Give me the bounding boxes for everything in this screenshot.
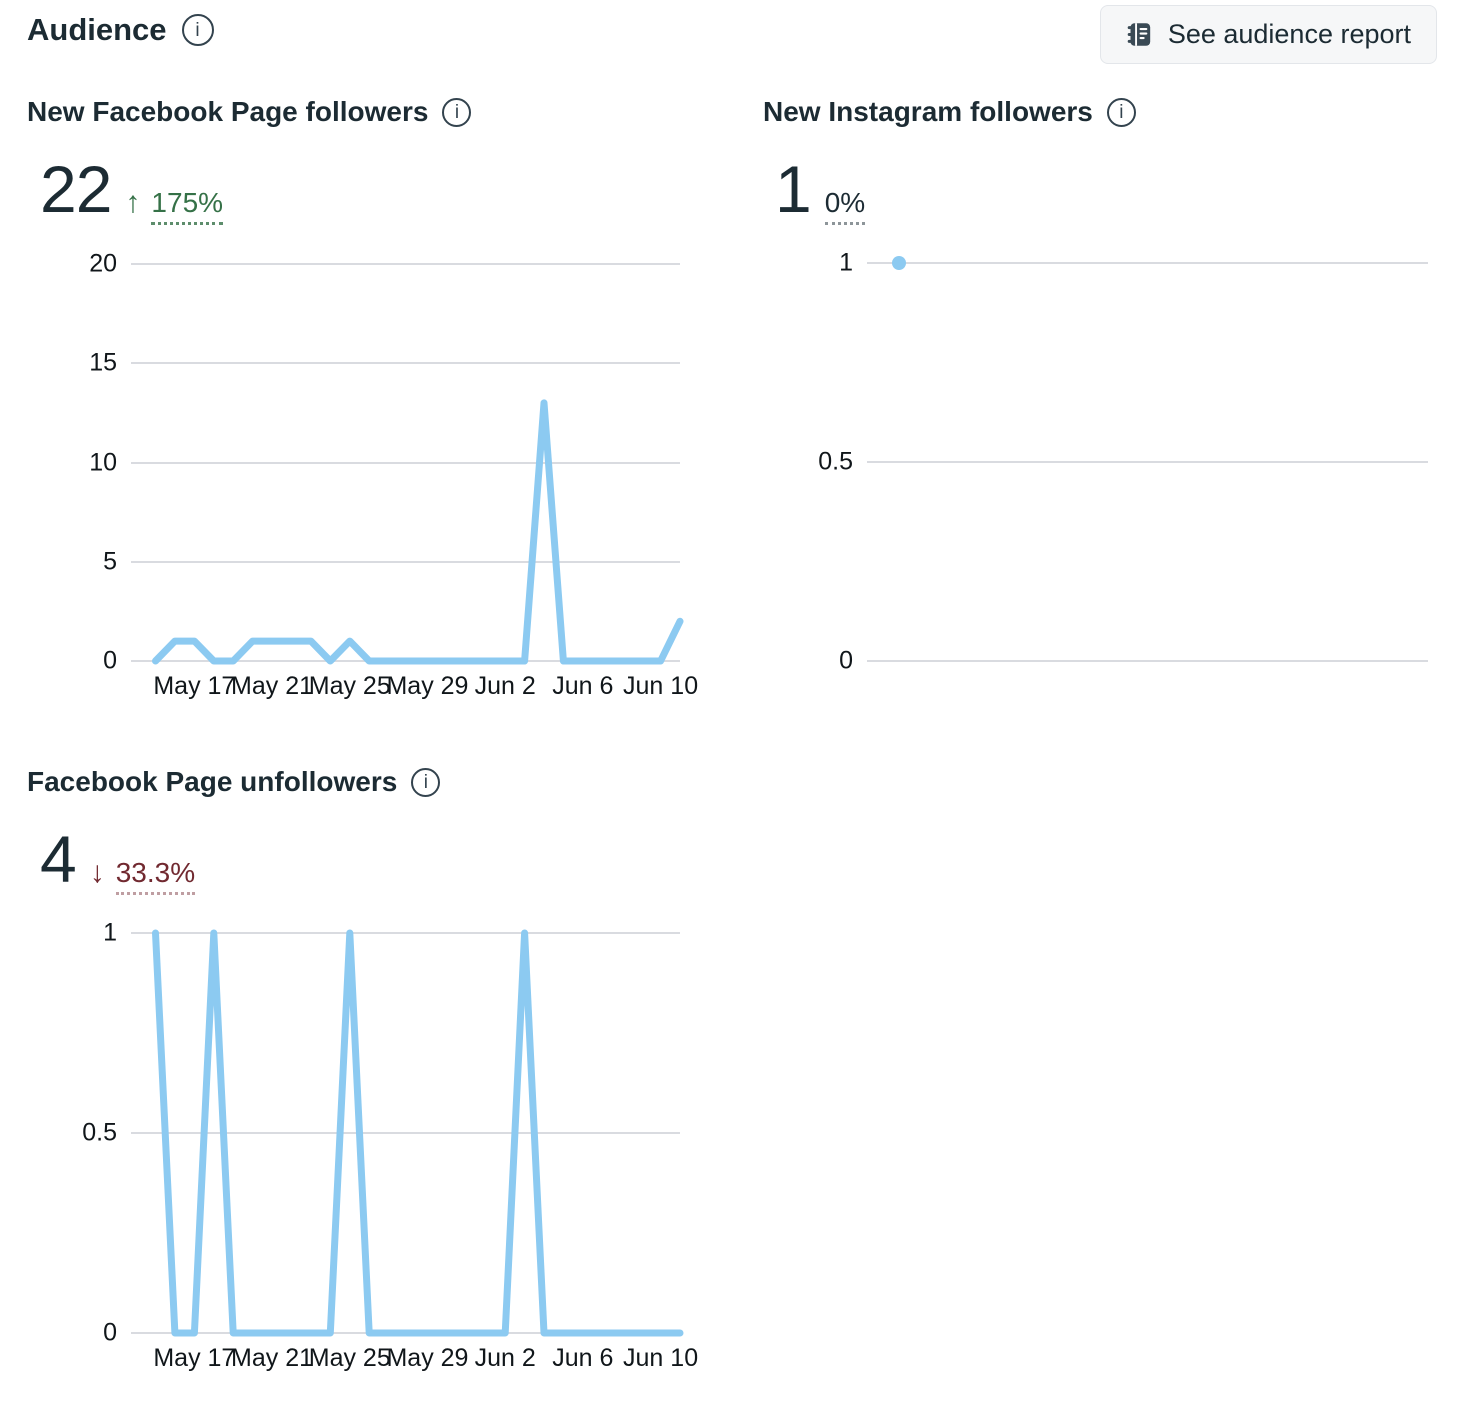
see-audience-report-button[interactable]: See audience report — [1099, 5, 1437, 64]
y-tick-label: 0 — [103, 646, 117, 675]
fb-followers-delta: ↑ 175% — [125, 186, 224, 225]
ig-followers-metric: 1 0% — [775, 152, 866, 226]
ig-followers-card-title: New Instagram followers — [763, 96, 1136, 128]
fb-followers-chart[interactable]: 20 15 10 5 0 May 17 May 21 May 25 May 29 Jun 2 Jun… — [89, 250, 698, 701]
see-audience-report-label: See audience report — [1167, 19, 1411, 49]
y-tick-label: 1 — [103, 918, 117, 947]
x-tick-label: Jun 10 — [623, 672, 699, 700]
info-icon[interactable] — [442, 97, 472, 127]
gridline — [131, 362, 680, 365]
chart-point — [892, 256, 906, 270]
fb-followers-title-text: New Facebook Page followers — [27, 96, 429, 127]
section-header: Audience — [27, 12, 214, 48]
x-tick-label: May 17 — [153, 672, 236, 700]
chart-line — [152, 929, 684, 1337]
new-instagram-followers-series — [892, 256, 906, 270]
gridline — [131, 932, 680, 934]
fb-unfollowers-delta-percent[interactable]: 33.3% — [115, 857, 196, 895]
ig-followers-title-text: New Instagram followers — [763, 96, 1093, 127]
x-tick-label: Jun 10 — [623, 1344, 699, 1372]
info-icon[interactable] — [411, 767, 441, 797]
y-tick-label: 0.5 — [82, 1118, 117, 1147]
x-tick-label: Jun 2 — [474, 1344, 536, 1372]
fb-unfollowers-chart[interactable]: 1 0.5 0 May 17 May 21 May 25 May 29 Jun 2 Jun 6 J… — [82, 919, 698, 1373]
notebook-report-icon — [1127, 23, 1151, 46]
info-icon[interactable] — [1106, 97, 1136, 127]
fb-followers-metric: 22 ↑ 175% — [40, 152, 224, 226]
gridline — [131, 461, 680, 464]
chart-line — [152, 399, 684, 665]
y-tick-label: 5 — [103, 547, 117, 576]
x-tick-label: May 25 — [308, 672, 391, 700]
trend-down-arrow-icon: ↓ — [89, 856, 105, 889]
ig-followers-total: 1 — [775, 152, 812, 226]
x-tick-label: Jun 6 — [552, 672, 614, 700]
y-tick-label: 0 — [103, 1318, 117, 1347]
x-tick-label: Jun 6 — [552, 1344, 614, 1372]
y-tick-label: 0.5 — [818, 447, 853, 476]
ig-followers-delta-percent[interactable]: 0% — [824, 187, 866, 225]
fb-followers-delta-percent[interactable]: 175% — [151, 187, 224, 225]
gridline — [131, 560, 680, 563]
y-tick-label: 1 — [839, 248, 853, 277]
fb-unfollowers-delta: ↓ 33.3% — [89, 856, 196, 895]
trend-up-arrow-icon: ↑ — [125, 186, 141, 219]
fb-unfollowers-title-text: Facebook Page unfollowers — [27, 766, 398, 797]
x-tick-label: May 25 — [308, 1344, 391, 1372]
fb-unfollowers-metric: 4 ↓ 33.3% — [40, 822, 196, 896]
x-tick-label: May 21 — [231, 672, 314, 700]
x-tick-label: May 29 — [386, 672, 469, 700]
facebook-page-unfollowers-series — [152, 929, 684, 1337]
ig-followers-delta: 0% — [824, 187, 866, 225]
y-tick-label: 0 — [839, 646, 853, 675]
y-tick-label: 10 — [89, 448, 117, 476]
ig-followers-chart[interactable]: 1 0.5 0 — [818, 249, 1428, 675]
y-tick-label: 20 — [89, 249, 117, 278]
x-tick-label: May 29 — [386, 1344, 469, 1372]
gridline — [131, 263, 680, 265]
gridline — [131, 1132, 680, 1134]
x-tick-label: May 21 — [231, 1344, 314, 1372]
new-facebook-page-followers-series — [152, 399, 684, 665]
page-title: Audience — [27, 12, 167, 47]
gridline — [867, 660, 1428, 662]
y-tick-label: 15 — [89, 348, 117, 377]
gridline — [867, 262, 1428, 264]
fb-unfollowers-total: 4 — [40, 822, 77, 896]
gridline — [867, 461, 1428, 463]
fb-unfollowers-card-title: Facebook Page unfollowers — [27, 766, 441, 798]
fb-followers-total: 22 — [40, 152, 112, 226]
x-tick-label: Jun 2 — [474, 672, 536, 700]
info-icon[interactable] — [181, 14, 214, 46]
x-tick-label: May 17 — [153, 1344, 236, 1372]
fb-followers-card-title: New Facebook Page followers — [27, 96, 472, 128]
